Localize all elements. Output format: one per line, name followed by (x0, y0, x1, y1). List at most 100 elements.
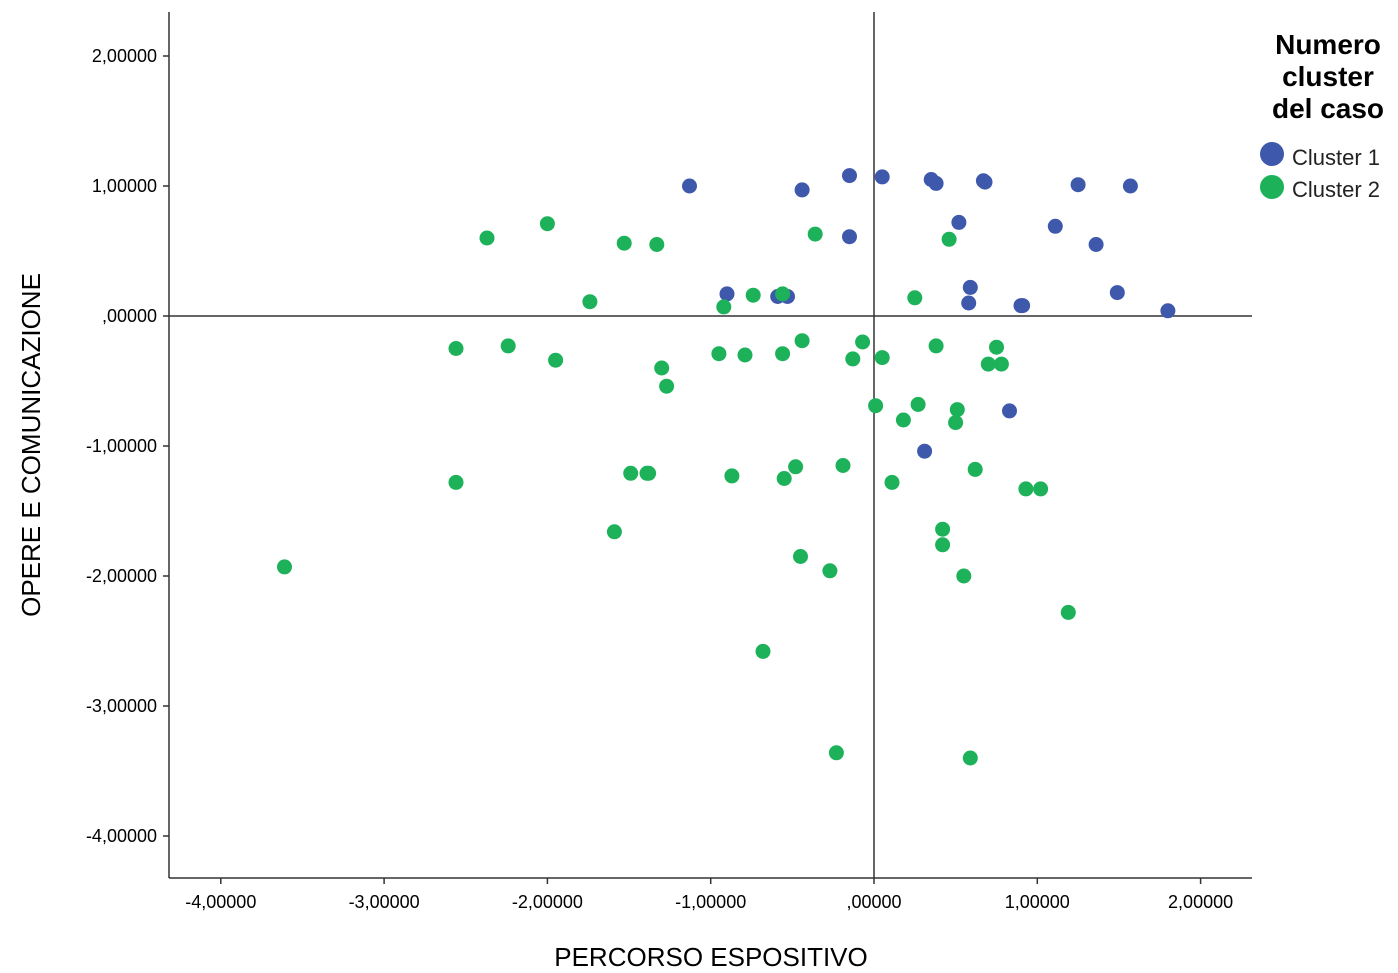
cluster-2-point (949, 402, 965, 418)
cluster-1-point (842, 229, 857, 245)
x-tick-label: -4,00000 (185, 892, 256, 912)
cluster-2-point (822, 563, 838, 579)
cluster-1-point (842, 168, 857, 184)
cluster-2-point (895, 412, 911, 428)
cluster-2-point (606, 524, 622, 540)
cluster-2-point (448, 341, 464, 356)
cluster-2-point (479, 230, 495, 246)
cluster-1-point (1047, 218, 1063, 234)
cluster-2-point (828, 745, 844, 761)
cluster-2-point (1018, 481, 1034, 497)
cluster-2-point (956, 568, 972, 584)
cluster-1-point (794, 182, 810, 198)
cluster-2-point (993, 356, 1009, 372)
cluster-2-point (1033, 481, 1049, 497)
x-tick-label: -1,00000 (675, 892, 746, 912)
cluster-2-point (868, 398, 884, 414)
cluster-1-point (1070, 177, 1086, 193)
cluster-2-point (1060, 604, 1076, 620)
cluster-1-point (961, 295, 977, 311)
cluster-2-point (775, 286, 791, 302)
cluster-2-point (910, 396, 926, 412)
cluster-2-point (967, 461, 983, 477)
cluster-2-point (835, 458, 851, 473)
legend-marker-cluster-2 (1260, 175, 1284, 199)
cluster-2-point (737, 347, 753, 363)
cluster-2-point (641, 465, 657, 481)
legend-marker-cluster-1 (1260, 142, 1284, 166)
cluster-2-point (548, 352, 564, 368)
cluster-2-point (582, 294, 598, 310)
x-axis-ticks: -4,00000 -3,00000 -2,00000 -1,00000 ,00000 1,… (185, 878, 1233, 912)
cluster-1-point (1109, 285, 1125, 301)
x-tick-label: ,00000 (846, 892, 901, 912)
data-points (277, 168, 1176, 766)
y-tick-label: ,00000 (102, 306, 157, 326)
y-tick-label: -2,00000 (86, 566, 157, 586)
cluster-1-point (1088, 237, 1104, 252)
cluster-1-point (874, 169, 890, 185)
x-axis-title: PERCORSO ESPOSITIVO (554, 942, 868, 972)
x-tick-label: 2,00000 (1168, 892, 1233, 912)
cluster-2-point (654, 360, 670, 376)
cluster-2-point (500, 338, 516, 354)
cluster-1-point (917, 443, 933, 459)
cluster-2-point (745, 287, 761, 303)
cluster-2-point (775, 346, 791, 362)
cluster-2-point (948, 415, 964, 431)
legend-label-cluster-2: Cluster 2 (1292, 177, 1380, 202)
cluster-2-point (724, 468, 740, 484)
cluster-2-point (989, 339, 1004, 355)
legend-title-line-2: cluster (1282, 61, 1374, 92)
cluster-2-point (935, 521, 951, 537)
cluster-2-point (928, 338, 944, 354)
cluster-1-point (682, 178, 697, 194)
cluster-2-point (616, 235, 632, 251)
cluster-1-point (1002, 403, 1017, 419)
x-tick-label: 1,00000 (1005, 892, 1070, 912)
cluster-1-point (977, 174, 993, 190)
cluster-2-point (659, 378, 675, 394)
cluster-2-point (711, 346, 727, 362)
cluster-2-point (776, 471, 792, 486)
cluster-2-point (788, 459, 804, 475)
x-tick-label: -2,00000 (512, 892, 583, 912)
y-tick-label: -1,00000 (86, 436, 157, 456)
cluster-1-point (1015, 298, 1031, 314)
y-axis-title: OPERE E COMUNICAZIONE (16, 273, 46, 617)
cluster-2-point (935, 537, 951, 553)
cluster-1-point (962, 279, 978, 295)
cluster-2-point (623, 465, 639, 481)
legend-label-cluster-1: Cluster 1 (1292, 145, 1380, 170)
y-tick-label: -4,00000 (86, 826, 157, 846)
y-axis-ticks: 2,00000 1,00000 ,00000 -1,00000 -2,00000 -3,0… (86, 46, 169, 846)
cluster-2-point (962, 750, 978, 766)
cluster-2-point (755, 643, 771, 659)
cluster-2-point (649, 237, 665, 252)
cluster-1-point (719, 286, 735, 302)
cluster-2-point (884, 474, 900, 490)
y-tick-label: 1,00000 (92, 176, 157, 196)
cluster-2-point (855, 334, 871, 350)
cluster-2-point (874, 350, 890, 366)
legend: Numero cluster del caso Cluster 1 Cluste… (1260, 29, 1384, 202)
cluster-1-point (1160, 303, 1176, 319)
cluster-2-point (807, 226, 823, 242)
legend-title-line-3: del caso (1272, 93, 1384, 124)
cluster-1-point (1122, 178, 1138, 194)
cluster-2-point (941, 231, 957, 247)
cluster-1-point (951, 214, 967, 230)
cluster-2-point (277, 559, 292, 575)
cluster-2-point (980, 356, 996, 372)
legend-title-line-1: Numero (1275, 29, 1381, 60)
cluster-1-point (928, 175, 944, 191)
x-tick-label: -3,00000 (349, 892, 420, 912)
cluster-2-point (793, 549, 808, 564)
cluster-2-point (794, 333, 810, 349)
cluster-2-point (907, 290, 923, 306)
cluster-2-point (845, 351, 861, 367)
cluster-2-point (539, 216, 555, 232)
y-tick-label: 2,00000 (92, 46, 157, 66)
cluster-2-point (448, 474, 464, 490)
